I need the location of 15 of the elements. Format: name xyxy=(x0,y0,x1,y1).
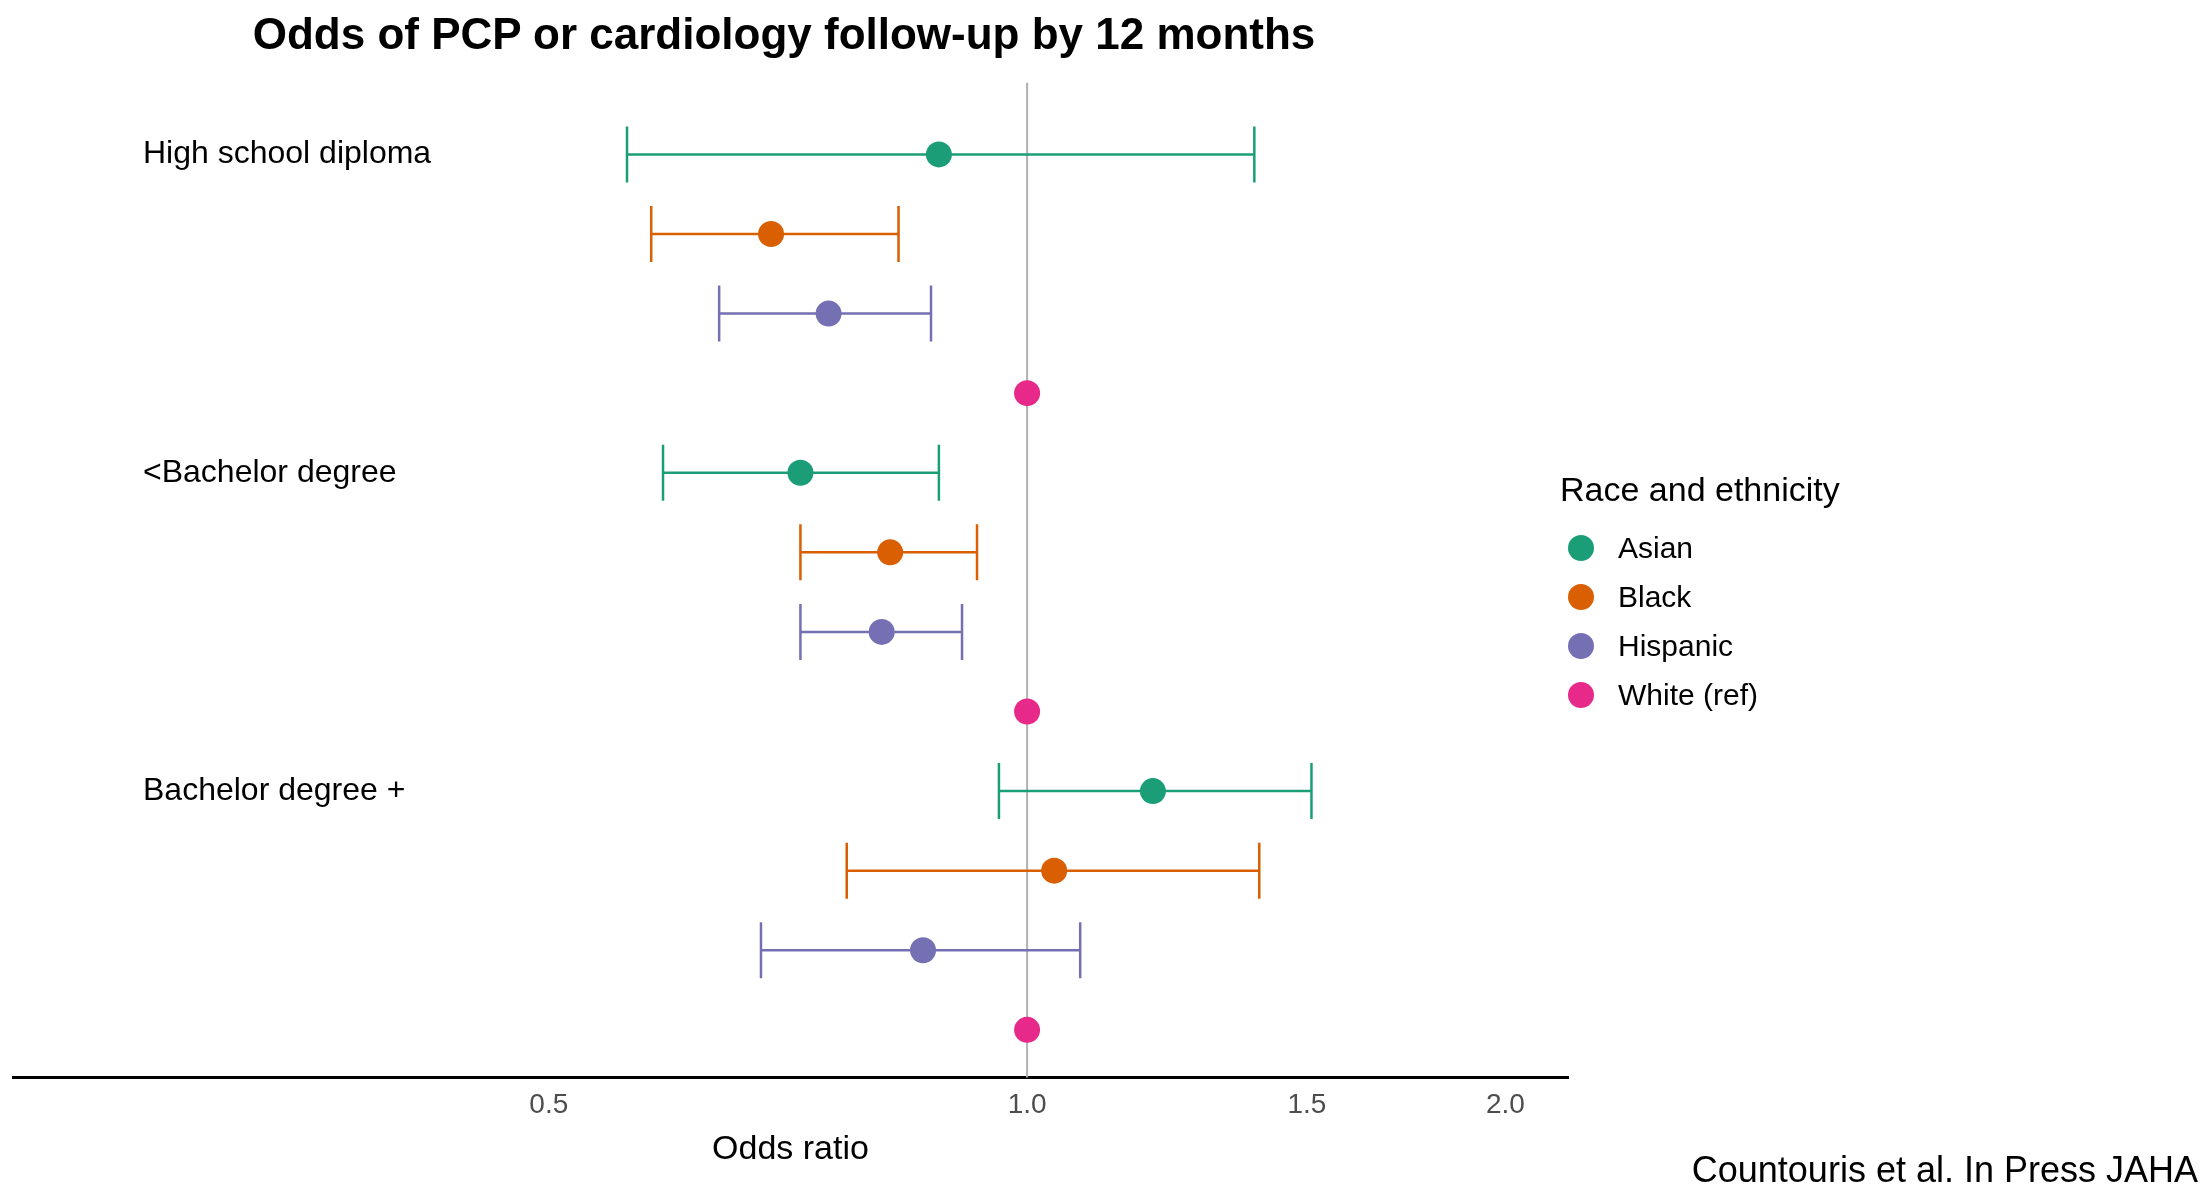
x-tick-label: 0.5 xyxy=(529,1088,569,1120)
x-tick-label: 2.0 xyxy=(1485,1088,1525,1120)
legend-label: Hispanic xyxy=(1618,628,1734,663)
legend-label: White (ref) xyxy=(1618,677,1759,712)
x-axis-title: Odds ratio xyxy=(712,1127,869,1166)
text: Countouris et al. In Press JAHA xyxy=(1691,1148,2198,1190)
y-tick-label: <Bachelor degree xyxy=(143,452,397,489)
legend-label: Asian xyxy=(1618,530,1694,565)
y-tick-label: High school diploma xyxy=(143,134,432,171)
y-tick-label: Bachelor degree + xyxy=(143,770,406,807)
legend-label: Black xyxy=(1618,579,1692,614)
x-tick-label: 1.0 xyxy=(1007,1088,1047,1120)
legend-title: Race and ethnicity xyxy=(1560,470,1840,509)
x-tick-label: 1.5 xyxy=(1287,1088,1327,1120)
chart-title: Odds of PCP or cardiology follow-up by 12 months xyxy=(252,8,1316,58)
